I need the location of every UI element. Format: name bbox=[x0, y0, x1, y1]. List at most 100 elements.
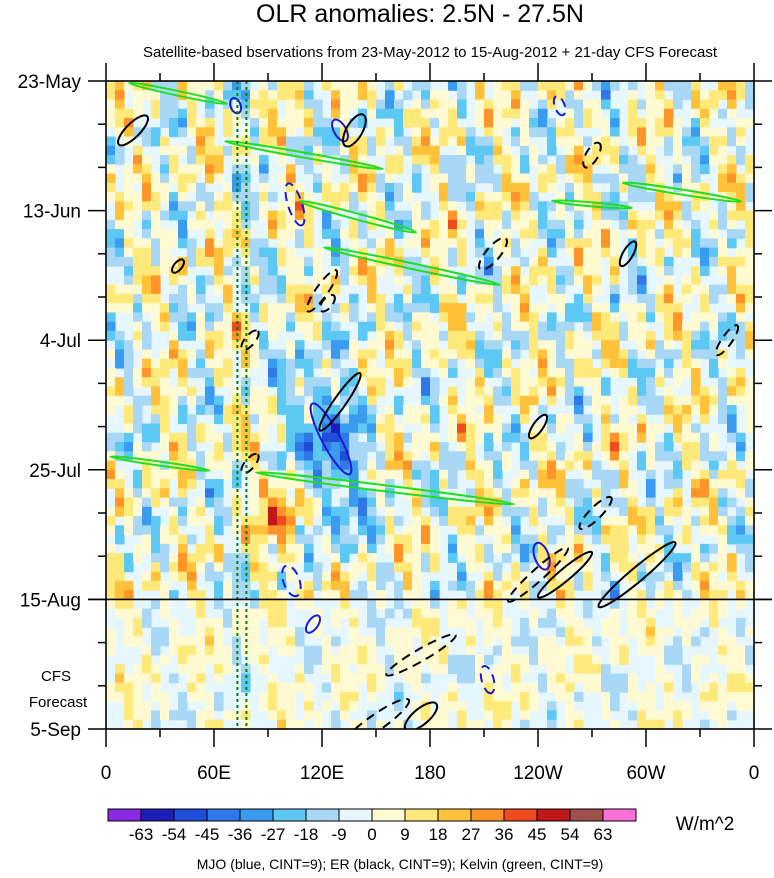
heatmap-cell bbox=[133, 192, 143, 202]
heatmap-cell bbox=[619, 497, 629, 508]
heatmap-cell bbox=[745, 182, 754, 193]
heatmap-cell bbox=[304, 710, 314, 721]
heatmap-cell bbox=[439, 710, 449, 721]
heatmap-cell bbox=[340, 654, 350, 665]
heatmap-cell bbox=[493, 580, 503, 591]
heatmap-cell bbox=[286, 682, 296, 693]
heatmap-cell bbox=[241, 386, 251, 397]
heatmap-cell bbox=[745, 645, 754, 656]
heatmap-cell bbox=[538, 673, 548, 684]
heatmap-cell bbox=[520, 108, 530, 119]
heatmap-cell bbox=[142, 506, 152, 517]
heatmap-cell bbox=[556, 136, 566, 147]
heatmap-cell bbox=[295, 497, 305, 508]
heatmap-cell bbox=[664, 303, 674, 314]
heatmap-cell bbox=[619, 145, 629, 156]
heatmap-cell bbox=[664, 284, 674, 295]
heatmap-cell bbox=[394, 136, 404, 147]
heatmap-cell bbox=[385, 182, 395, 193]
heatmap-cell bbox=[565, 229, 575, 239]
heatmap-cell bbox=[592, 256, 602, 267]
heatmap-cell bbox=[151, 358, 161, 369]
heatmap-cell bbox=[358, 525, 368, 536]
heatmap-cell bbox=[241, 553, 251, 563]
heatmap-cell bbox=[745, 562, 754, 573]
heatmap-cell bbox=[124, 599, 134, 610]
heatmap-cell bbox=[574, 201, 584, 212]
heatmap-cell bbox=[448, 164, 458, 175]
heatmap-cell bbox=[655, 164, 665, 175]
heatmap-cell bbox=[376, 321, 386, 332]
heatmap-cell bbox=[142, 617, 152, 628]
heatmap-cell bbox=[250, 136, 260, 147]
heatmap-cell bbox=[169, 330, 179, 341]
heatmap-cell bbox=[142, 182, 152, 193]
heatmap-cell bbox=[403, 367, 413, 378]
heatmap-cell bbox=[439, 247, 449, 258]
heatmap-cell bbox=[178, 192, 188, 202]
heatmap-cell bbox=[322, 321, 332, 332]
heatmap-cell bbox=[736, 367, 746, 378]
heatmap-cell bbox=[241, 627, 251, 638]
heatmap-cell bbox=[493, 312, 503, 323]
heatmap-cell bbox=[655, 673, 665, 684]
heatmap-cell bbox=[178, 164, 188, 175]
heatmap-cell bbox=[556, 293, 566, 304]
heatmap-cell bbox=[358, 488, 368, 499]
heatmap-cell bbox=[520, 580, 530, 591]
heatmap-cell bbox=[151, 423, 161, 434]
heatmap-cell bbox=[565, 525, 575, 536]
heatmap-cell bbox=[286, 414, 296, 425]
heatmap-cell bbox=[646, 81, 656, 91]
heatmap-cell bbox=[322, 469, 332, 480]
heatmap-cell bbox=[412, 340, 422, 351]
heatmap-cell bbox=[520, 451, 530, 462]
heatmap-cell bbox=[700, 386, 710, 397]
heatmap-cell bbox=[322, 330, 332, 341]
heatmap-cell bbox=[394, 358, 404, 369]
chart-subtitle: Satellite-based bservations from 23-May-… bbox=[143, 44, 718, 61]
heatmap-cell bbox=[178, 108, 188, 119]
heatmap-cell bbox=[691, 136, 701, 147]
heatmap-cell bbox=[304, 451, 314, 462]
heatmap-cell bbox=[151, 543, 161, 554]
heatmap-cell bbox=[592, 377, 602, 388]
heatmap-cell bbox=[376, 293, 386, 304]
heatmap-cell bbox=[574, 479, 584, 489]
heatmap-cell bbox=[457, 617, 467, 628]
mjo-contour bbox=[532, 541, 551, 571]
heatmap-cell bbox=[313, 395, 323, 406]
heatmap-cell bbox=[133, 145, 143, 156]
heatmap-cell bbox=[457, 210, 467, 221]
heatmap-cell bbox=[151, 201, 161, 212]
heatmap-cell bbox=[502, 182, 512, 193]
heatmap-cell bbox=[493, 497, 503, 508]
heatmap-cell bbox=[457, 108, 467, 119]
heatmap-cell bbox=[628, 479, 638, 489]
heatmap-cell bbox=[106, 525, 116, 536]
heatmap-cell bbox=[736, 701, 746, 712]
heatmap-cell bbox=[304, 553, 314, 563]
heatmap-cell bbox=[547, 81, 557, 91]
heatmap-cell bbox=[151, 238, 161, 249]
heatmap-cell bbox=[556, 127, 566, 138]
heatmap-cell bbox=[169, 118, 179, 128]
heatmap-cell bbox=[745, 247, 754, 258]
heatmap-cell bbox=[619, 636, 629, 647]
heatmap-cell bbox=[160, 590, 170, 600]
heatmap-cell bbox=[619, 525, 629, 536]
heatmap-cell bbox=[277, 553, 287, 563]
heatmap-cell bbox=[367, 293, 377, 304]
heatmap-cell bbox=[691, 145, 701, 156]
heatmap-cell bbox=[547, 293, 557, 304]
heatmap-cell bbox=[511, 377, 521, 388]
heatmap-cell bbox=[106, 432, 116, 443]
heatmap-cell bbox=[142, 238, 152, 249]
heatmap-cell bbox=[637, 275, 647, 286]
heatmap-cell bbox=[268, 99, 278, 110]
heatmap-cell bbox=[313, 136, 323, 147]
heatmap-cell bbox=[160, 358, 170, 369]
heatmap-cell bbox=[493, 682, 503, 693]
heatmap-cell bbox=[628, 108, 638, 119]
heatmap-cell bbox=[376, 340, 386, 351]
